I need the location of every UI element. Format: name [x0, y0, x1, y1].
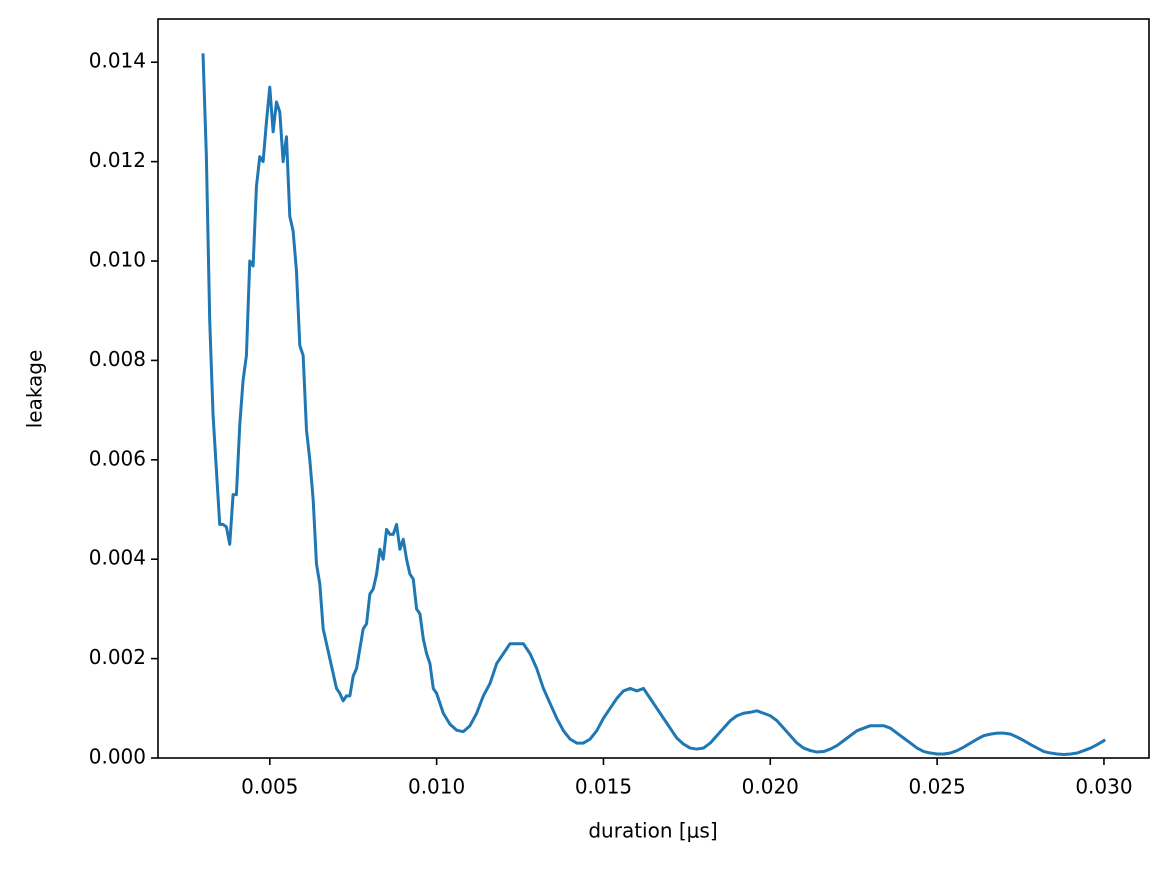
y-tick-label: 0.008 [89, 347, 146, 371]
y-tick-label: 0.014 [89, 49, 146, 73]
y-axis-label: leakage [23, 350, 47, 429]
y-tick-label: 0.004 [89, 546, 146, 570]
y-tick-label: 0.002 [89, 645, 146, 669]
x-tick-label: 0.025 [908, 775, 965, 799]
x-tick-label: 0.015 [575, 775, 632, 799]
y-tick-label: 0.000 [89, 745, 146, 769]
x-tick-label: 0.010 [408, 775, 465, 799]
y-tick-label: 0.012 [89, 148, 146, 172]
y-tick-label: 0.010 [89, 248, 146, 272]
data-line [201, 53, 1107, 757]
y-tick-label: 0.006 [89, 446, 146, 470]
plot-frame [157, 18, 1150, 759]
x-tick-label: 0.020 [742, 775, 799, 799]
x-tick-label: 0.005 [241, 775, 298, 799]
x-axis-label: duration [μs] [588, 819, 717, 843]
x-tick-label: 0.030 [1075, 775, 1132, 799]
